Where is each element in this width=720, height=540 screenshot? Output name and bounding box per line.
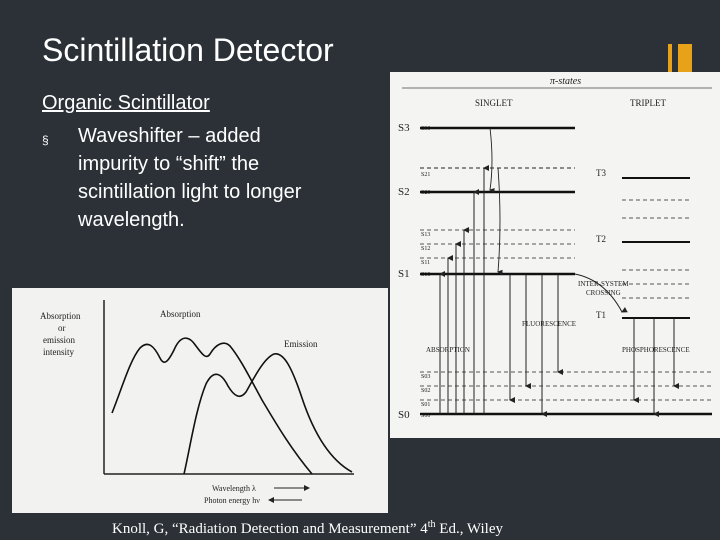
- s2-label: S2: [398, 186, 410, 198]
- citation: Knoll, G, “Radiation Detection and Measu…: [112, 519, 503, 538]
- singlet-label: SINGLET: [475, 98, 513, 108]
- energy-level-diagram: π-states SINGLET TRIPLET S3 S30 S21 S2 S…: [390, 72, 720, 438]
- s13-label: S13: [421, 232, 430, 238]
- bullet-marker: §: [42, 133, 49, 147]
- accent-bar: [668, 44, 672, 84]
- bullet-line-1: Waveshifter – added: [78, 125, 261, 147]
- bullet-text: Waveshifter – added impurity to “shift” …: [78, 122, 372, 234]
- s21-label: S21: [421, 172, 430, 178]
- s3-label: S3: [398, 122, 410, 134]
- pi-states-header: π-states: [550, 76, 581, 87]
- t2-label: T2: [596, 234, 606, 244]
- spectrum-figure: Absorption or emission intensity Absorpt…: [12, 288, 388, 513]
- slide-title: Scintillation Detector: [42, 32, 334, 68]
- emission-curve: [183, 353, 353, 475]
- intersystem-label: INTER-SYSTEM: [578, 280, 629, 288]
- bullet-item: § Waveshifter – added impurity to “shift…: [42, 122, 372, 234]
- crossing-label: CROSSING: [586, 289, 621, 297]
- s02-label: S02: [421, 388, 430, 394]
- wavelength-arrowhead: [304, 485, 310, 491]
- t1-label: T1: [596, 310, 606, 320]
- bullet-line-3: scintillation light to longer: [78, 181, 302, 203]
- internal-conversion-arrow-2: [497, 167, 503, 276]
- triplet-label: TRIPLET: [630, 98, 666, 108]
- absorption-curve-label: Absorption: [160, 309, 201, 319]
- s1-label: S1: [398, 268, 410, 280]
- s00-label: S00: [421, 413, 430, 419]
- citation-edition: Ed., Wiley: [435, 521, 503, 537]
- intersystem-crossing-arrow: [574, 273, 628, 313]
- ylabel-line-3: emission: [43, 335, 76, 345]
- t3-label: T3: [596, 168, 606, 178]
- internal-conversion-arrow-1: [489, 127, 495, 194]
- s11-label: S11: [421, 260, 430, 266]
- absorption-curve: [111, 337, 313, 475]
- ylabel-line-1: Absorption: [40, 311, 81, 321]
- spectrum-svg: Absorption or emission intensity Absorpt…: [40, 300, 354, 505]
- photon-energy-arrowhead: [268, 497, 274, 503]
- ylabel-line-2: or: [58, 323, 66, 333]
- bullet-line-2: impurity to “shift” the: [78, 153, 260, 175]
- ylabel-line-4: intensity: [43, 347, 74, 357]
- s01-label: S01: [421, 402, 430, 408]
- s12-label: S12: [421, 246, 430, 252]
- citation-main: Knoll, G, “Radiation Detection and Measu…: [112, 521, 428, 537]
- energy-level-svg: π-states SINGLET TRIPLET S3 S30 S21 S2 S…: [398, 76, 712, 421]
- s0-label: S0: [398, 409, 410, 421]
- phosphorescence-label: PHOSPHORESCENCE: [622, 346, 690, 354]
- bullet-line-4: wavelength.: [78, 209, 185, 231]
- wavelength-label: Wavelength λ: [212, 484, 256, 493]
- emission-curve-label: Emission: [284, 339, 318, 349]
- subheading: Organic Scintillator: [42, 92, 210, 114]
- fluorescence-label: FLUORESCENCE: [522, 320, 576, 328]
- citation-superscript: th: [427, 519, 436, 530]
- s03-label: S03: [421, 374, 430, 380]
- photon-energy-label: Photon energy hν: [204, 496, 260, 505]
